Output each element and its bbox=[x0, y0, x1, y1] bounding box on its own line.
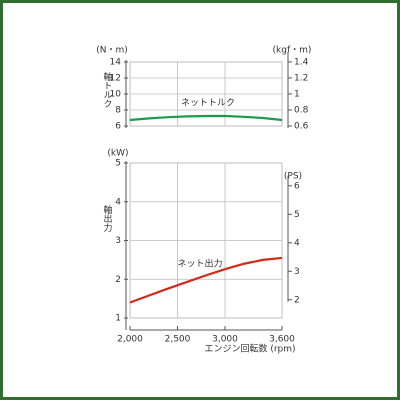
series-line bbox=[129, 256, 283, 304]
y-unit: (kW) bbox=[107, 149, 128, 159]
y-tick-label: 10 bbox=[110, 90, 122, 100]
y-tick-label: 6 bbox=[115, 122, 121, 132]
x-tick-label: 3,000 bbox=[212, 335, 238, 345]
y2-tick-label: 3 bbox=[294, 267, 300, 277]
x-tick-label: 2,500 bbox=[165, 335, 191, 345]
y2-tick-label: 1.2 bbox=[294, 74, 308, 84]
y-tick-label: 8 bbox=[115, 106, 121, 116]
y-tick-label: 5 bbox=[115, 159, 121, 169]
y-label: 軸トルク bbox=[102, 71, 113, 108]
y-tick-label: 14 bbox=[110, 58, 122, 68]
y2-tick-label: 0.8 bbox=[294, 106, 309, 116]
y-tick-label: 1 bbox=[115, 314, 121, 324]
series-label: ネット出力 bbox=[177, 258, 222, 270]
y2-tick-label: 6 bbox=[294, 181, 300, 191]
y2-tick-label: 2 bbox=[294, 295, 300, 305]
y-label: 軸出力 bbox=[102, 204, 113, 233]
x-tick-label: 3,600 bbox=[269, 335, 295, 345]
series-line bbox=[129, 114, 283, 122]
y-unit: (N・m) bbox=[96, 46, 128, 56]
y-tick-label: 12 bbox=[110, 74, 121, 84]
y2-tick-label: 0.6 bbox=[294, 122, 309, 132]
y2-tick-label: 1.4 bbox=[294, 58, 309, 68]
y-tick-label: 4 bbox=[115, 197, 121, 207]
y-tick-label: 2 bbox=[115, 275, 121, 285]
y2-unit: (kgf・m) bbox=[273, 46, 312, 56]
x-tick-label: 2,000 bbox=[117, 335, 143, 345]
y2-tick-label: 5 bbox=[294, 210, 300, 220]
y2-unit: (PS) bbox=[284, 172, 302, 182]
series-label: ネットトルク bbox=[181, 98, 235, 109]
y-tick-label: 3 bbox=[115, 236, 121, 246]
x-label: エンジン回転数 (rpm) bbox=[204, 343, 295, 355]
y2-tick-label: 4 bbox=[294, 238, 300, 248]
y2-tick-label: 1 bbox=[294, 90, 300, 100]
